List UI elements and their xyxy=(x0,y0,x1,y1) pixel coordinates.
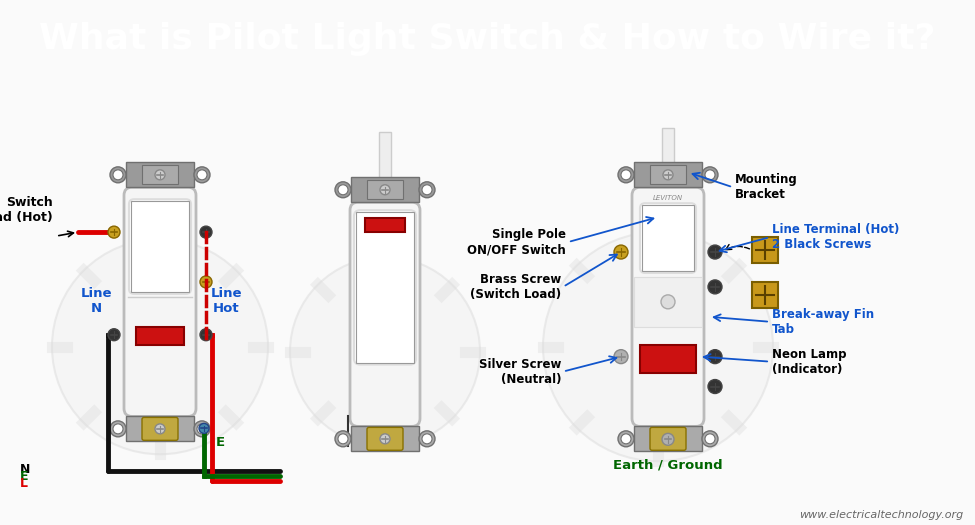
Circle shape xyxy=(708,245,722,259)
FancyBboxPatch shape xyxy=(129,200,191,294)
Bar xyxy=(351,426,419,452)
Text: Silver Screw
(Neutral): Silver Screw (Neutral) xyxy=(479,358,561,385)
Circle shape xyxy=(705,170,715,180)
Circle shape xyxy=(155,170,165,180)
Circle shape xyxy=(108,329,120,341)
Bar xyxy=(634,277,702,327)
Circle shape xyxy=(113,424,123,434)
Text: Brass Screw
(Switch Load): Brass Screw (Switch Load) xyxy=(470,273,561,301)
Text: Line
N: Line N xyxy=(80,287,112,315)
Circle shape xyxy=(422,185,432,195)
Text: Mounting
Bracket: Mounting Bracket xyxy=(735,173,798,201)
Circle shape xyxy=(661,295,675,309)
Circle shape xyxy=(543,232,773,461)
Bar xyxy=(126,416,194,442)
Circle shape xyxy=(419,431,435,447)
Circle shape xyxy=(705,434,715,444)
Circle shape xyxy=(113,170,123,180)
Circle shape xyxy=(621,434,631,444)
Bar xyxy=(365,218,405,232)
Circle shape xyxy=(380,434,390,444)
Circle shape xyxy=(200,226,212,238)
FancyBboxPatch shape xyxy=(367,427,403,450)
Circle shape xyxy=(708,280,722,294)
Circle shape xyxy=(194,421,210,437)
Circle shape xyxy=(662,433,674,445)
Bar xyxy=(634,162,702,187)
Circle shape xyxy=(110,421,126,437)
Circle shape xyxy=(199,423,209,433)
Circle shape xyxy=(197,424,207,434)
Circle shape xyxy=(621,170,631,180)
Circle shape xyxy=(708,350,722,364)
Bar xyxy=(752,282,778,308)
Bar xyxy=(131,201,189,292)
FancyBboxPatch shape xyxy=(650,427,686,450)
FancyBboxPatch shape xyxy=(640,203,696,273)
Text: Neon Lamp
(Indicator): Neon Lamp (Indicator) xyxy=(772,348,846,375)
Bar xyxy=(752,237,778,263)
Circle shape xyxy=(335,431,351,447)
Circle shape xyxy=(702,431,718,447)
FancyBboxPatch shape xyxy=(350,202,420,426)
Circle shape xyxy=(335,182,351,198)
Circle shape xyxy=(200,329,212,341)
Text: What is Pilot Light Switch & How to Wire it?: What is Pilot Light Switch & How to Wire… xyxy=(39,22,936,56)
Bar xyxy=(351,177,419,202)
Bar xyxy=(356,212,414,363)
Text: L: L xyxy=(20,477,28,490)
Circle shape xyxy=(194,167,210,183)
Bar xyxy=(642,205,694,271)
Circle shape xyxy=(155,424,165,434)
Text: LEVITON: LEVITON xyxy=(653,195,683,201)
Circle shape xyxy=(618,431,634,447)
Text: N: N xyxy=(20,463,30,476)
Circle shape xyxy=(663,434,673,444)
Bar xyxy=(650,165,686,184)
Circle shape xyxy=(419,182,435,198)
Bar xyxy=(367,180,403,200)
Text: Line Terminal (Hot)
2 Black Screws: Line Terminal (Hot) 2 Black Screws xyxy=(772,223,899,251)
Circle shape xyxy=(108,226,120,238)
Circle shape xyxy=(702,167,718,183)
Circle shape xyxy=(614,350,628,364)
Text: www.electricaltechnology.org: www.electricaltechnology.org xyxy=(799,510,963,520)
Bar xyxy=(379,132,391,182)
Circle shape xyxy=(110,167,126,183)
Circle shape xyxy=(708,380,722,394)
Text: E: E xyxy=(20,470,28,482)
Text: Line
Hot: Line Hot xyxy=(211,287,242,315)
Circle shape xyxy=(52,239,268,454)
FancyBboxPatch shape xyxy=(632,187,704,426)
Circle shape xyxy=(338,185,348,195)
Text: Switch
Load (Hot): Switch Load (Hot) xyxy=(0,196,53,224)
Bar xyxy=(640,345,696,373)
Circle shape xyxy=(197,170,207,180)
Circle shape xyxy=(290,257,480,446)
FancyBboxPatch shape xyxy=(354,210,416,364)
Circle shape xyxy=(663,170,673,180)
Bar xyxy=(142,165,178,184)
Text: Break-away Fin
Tab: Break-away Fin Tab xyxy=(772,308,875,336)
Circle shape xyxy=(200,276,212,288)
Bar xyxy=(126,162,194,187)
Text: Single Pole
ON/OFF Switch: Single Pole ON/OFF Switch xyxy=(467,228,566,256)
Bar xyxy=(662,128,674,167)
Circle shape xyxy=(338,434,348,444)
FancyBboxPatch shape xyxy=(142,417,178,440)
Text: E: E xyxy=(216,436,225,449)
Circle shape xyxy=(618,167,634,183)
Bar xyxy=(634,426,702,452)
Circle shape xyxy=(422,434,432,444)
FancyBboxPatch shape xyxy=(124,187,196,416)
Bar xyxy=(136,327,184,345)
Circle shape xyxy=(380,185,390,195)
Text: Earth / Ground: Earth / Ground xyxy=(613,458,722,471)
Circle shape xyxy=(614,245,628,259)
